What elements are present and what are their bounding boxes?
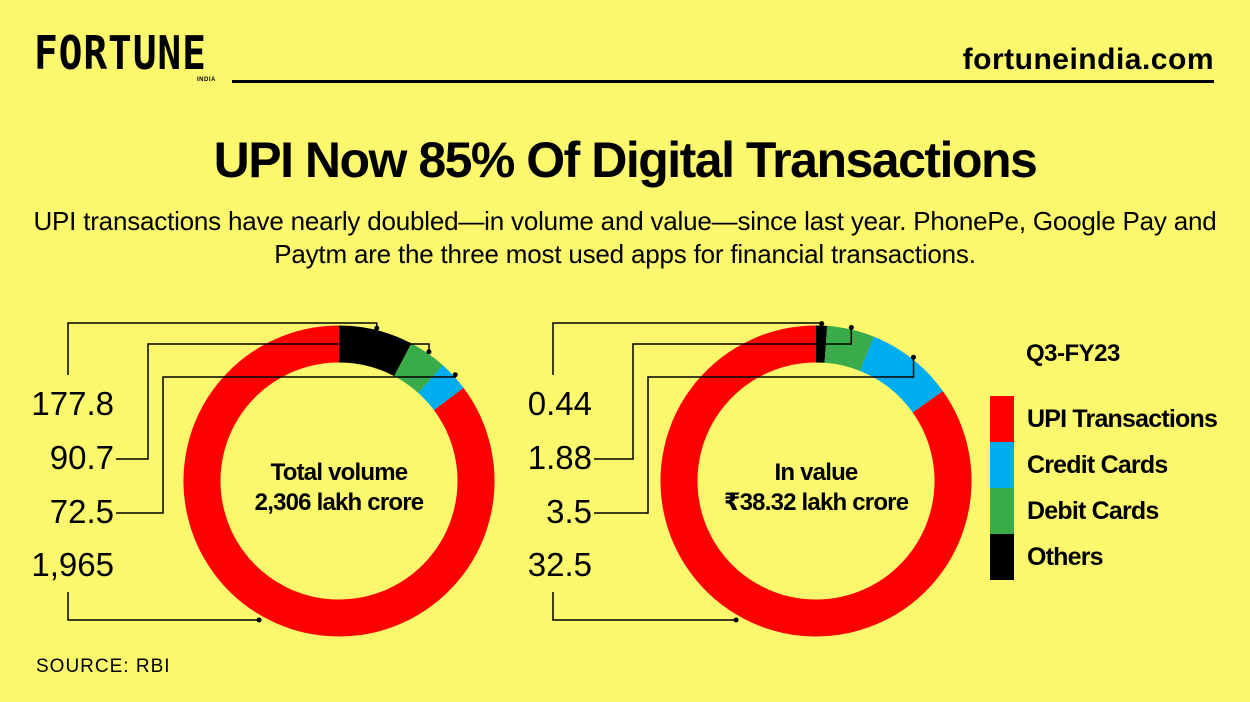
slice-credit-cards-chart-2 xyxy=(859,336,943,413)
leader-debit-cards-chart-2 xyxy=(594,327,853,460)
legend-swatch-credit xyxy=(990,442,1014,488)
legend-swatch-others xyxy=(990,534,1014,580)
leader-debit-cards-chart-1 xyxy=(116,343,430,460)
legend-item-credit: Credit Cards xyxy=(990,442,1217,488)
leader-dot-1-chart-1 xyxy=(374,325,380,331)
fortune-logo-sub: INDIA xyxy=(197,77,216,83)
site-url[interactable]: fortuneindia.com xyxy=(962,43,1214,76)
center-label-2-chart-2: ₹38.32 lakh crore xyxy=(724,489,909,516)
fortune-logo: FORTUNE xyxy=(34,26,207,80)
value-label-debit-cards-chart-2: 1.88 xyxy=(528,439,592,476)
leader-dot-4-chart-2 xyxy=(733,617,739,623)
leader-dot-1-chart-2 xyxy=(819,321,825,327)
leader-dot-4-chart-1 xyxy=(256,617,262,623)
value-label-upi-chart-2: 32.5 xyxy=(528,546,592,583)
legend-label-upi: UPI Transactions xyxy=(1027,404,1218,433)
leader-upi-chart-1 xyxy=(67,592,259,621)
legend-item-upi: UPI Transactions xyxy=(990,396,1218,442)
legend: Q3-FY23 UPI Transactions Credit Cards De… xyxy=(990,340,1218,580)
slice-upi-chart-1 xyxy=(183,325,495,637)
chart-title: UPI Now 85% Of Digital Transactions xyxy=(213,132,1038,188)
value-label-credit-cards-chart-2: 3.5 xyxy=(546,493,592,530)
slice-debit-cards-chart-2 xyxy=(824,325,874,372)
legend-title: Q3-FY23 xyxy=(1026,340,1120,367)
value-label-others-chart-2: 0.44 xyxy=(528,385,592,422)
center-label-1-chart-1: Total volume xyxy=(271,459,408,486)
legend-item-debit: Debit Cards xyxy=(990,488,1217,534)
leader-upi-chart-2 xyxy=(552,592,736,621)
leader-dot-3-chart-1 xyxy=(452,372,458,378)
value-label-debit-cards-chart-1: 90.7 xyxy=(50,439,114,476)
legend-label-debit: Debit Cards xyxy=(1027,496,1159,525)
center-label-1-chart-2: In value xyxy=(775,459,858,486)
slice-others-chart-1 xyxy=(338,325,412,377)
slice-debit-cards-chart-1 xyxy=(393,343,443,394)
legend-label-credit: Credit Cards xyxy=(1027,450,1168,479)
slice-credit-cards-chart-1 xyxy=(417,365,464,411)
value-label-credit-cards-chart-1: 72.5 xyxy=(50,493,114,530)
legend-item-others: Others xyxy=(990,534,1217,580)
leader-dot-3-chart-2 xyxy=(910,354,916,360)
center-label-2-chart-1: 2,306 lakh crore xyxy=(255,489,424,516)
legend-swatch-debit xyxy=(990,488,1014,534)
legend-swatch-upi xyxy=(990,396,1014,442)
legend-label-others: Others xyxy=(1027,542,1104,571)
value-label-upi-chart-1: 1,965 xyxy=(31,546,114,583)
leader-credit-cards-chart-2 xyxy=(594,357,915,514)
leader-others-chart-1 xyxy=(67,322,378,375)
chart-subtitle: UPI transactions have nearly doubled—in … xyxy=(33,206,1217,269)
value-label-others-chart-1: 177.8 xyxy=(31,385,114,422)
leader-dot-2-chart-2 xyxy=(848,325,854,331)
source-note: SOURCE: RBI xyxy=(36,656,171,677)
header-rule xyxy=(232,80,1214,83)
leader-dot-2-chart-1 xyxy=(426,349,432,355)
slice-upi-chart-2 xyxy=(660,325,972,637)
